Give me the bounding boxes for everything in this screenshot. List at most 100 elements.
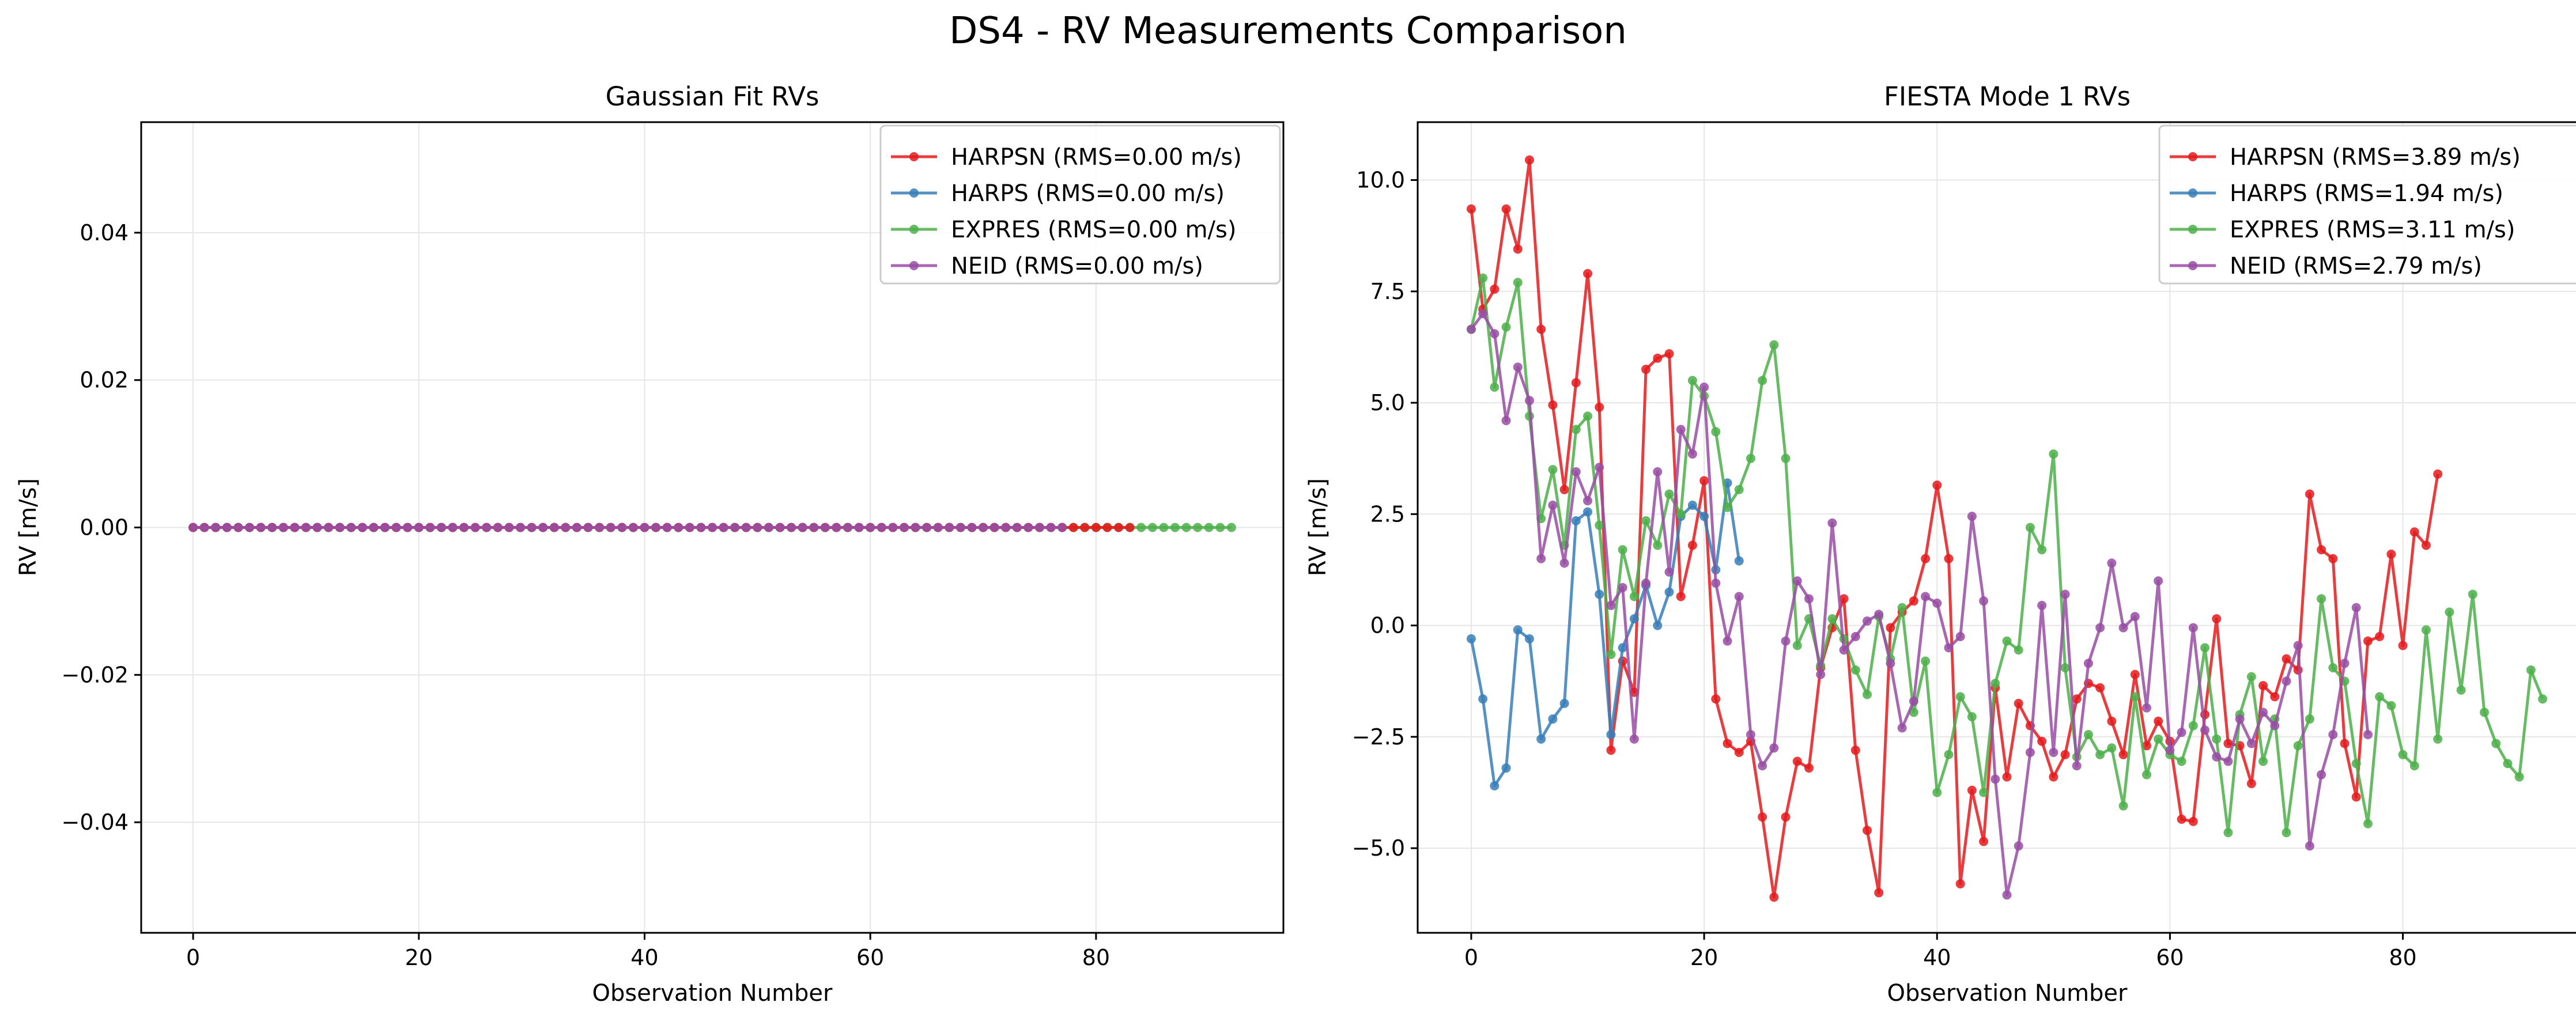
- expres-data-point: [1979, 788, 1989, 797]
- harpsn-data-point: [1559, 485, 1569, 494]
- neid-data-point: [2212, 752, 2222, 762]
- neid-data-point: [2328, 729, 2338, 739]
- expres-data-point: [1897, 603, 1907, 612]
- expres-data-point: [2351, 759, 2361, 769]
- legend: HARPSN (RMS=3.89 m/s) HARPS (RMS=1.94 m/s…: [2158, 124, 2576, 285]
- harpsn-data-point: [2154, 716, 2163, 726]
- neid-data-point: [955, 523, 965, 532]
- expres-data-point: [2480, 708, 2490, 717]
- neid-data-point: [1641, 578, 1651, 588]
- plot-frame: [1417, 121, 2576, 934]
- neid-data-point: [1501, 415, 1511, 425]
- expres-data-point: [2060, 663, 2070, 673]
- panel-title: Gaussian Fit RVs: [606, 81, 819, 112]
- expres-data-point: [1967, 712, 1977, 722]
- neid-data-point: [2165, 746, 2175, 755]
- expres-data-point: [2258, 757, 2268, 766]
- harpsn-data-point: [1967, 785, 1977, 795]
- neid-data-point: [1990, 774, 2000, 784]
- expres-data-point: [2154, 734, 2163, 744]
- expres-data-point: [2386, 701, 2396, 710]
- harps-legend-label: HARPS (RMS=1.94 m/s): [2230, 180, 2503, 207]
- neid-data-point: [1548, 500, 1558, 510]
- neid-data-point: [290, 523, 300, 532]
- legend-box: [879, 124, 1281, 285]
- expres-data-point: [1664, 489, 1674, 499]
- neid-data-point: [719, 523, 728, 532]
- neid-data-point: [606, 523, 615, 532]
- expres-data-point: [1181, 523, 1191, 532]
- neid-data-point: [504, 523, 514, 532]
- expres-data-point: [1781, 453, 1791, 463]
- expres-data-point: [2177, 757, 2186, 766]
- neid-data-point: [583, 523, 593, 532]
- neid-data-point: [1932, 598, 1942, 608]
- harpsn-data-point: [1699, 476, 1709, 486]
- neid-data-point: [1863, 616, 1872, 626]
- neid-data-point: [2095, 623, 2105, 633]
- expres-data-point: [1990, 679, 2000, 689]
- expres-data-point: [2107, 743, 2117, 753]
- neid-data-point: [403, 523, 413, 532]
- harpsn-data-point: [2002, 772, 2012, 782]
- neid-data-point: [617, 523, 627, 532]
- x-axis-label: Observation Number: [592, 980, 833, 1007]
- neid-data-point: [1676, 425, 1686, 434]
- neid-data-point: [674, 523, 683, 532]
- neid-data-point: [798, 523, 807, 532]
- neid-data-point: [888, 523, 898, 532]
- neid-data-point: [1478, 309, 1488, 319]
- expres-data-point: [2037, 545, 2047, 555]
- expres-data-point: [2305, 714, 2314, 724]
- harps-legend-label: HARPS (RMS=0.00 m/s): [951, 180, 1225, 207]
- neid-data-point: [1827, 518, 1837, 528]
- neid-data-point: [312, 523, 322, 532]
- expres-legend-marker: [909, 225, 919, 234]
- y-tick-label: −0.04: [62, 810, 129, 835]
- neid-data-point: [1758, 761, 1767, 771]
- neid-data-point: [1012, 523, 1022, 532]
- harpsn-data-point: [1091, 523, 1101, 532]
- neid-data-point: [2118, 623, 2128, 633]
- expres-data-point: [1595, 520, 1604, 530]
- neid-data-point: [448, 523, 458, 532]
- expres-data-point: [1618, 545, 1627, 555]
- harpsn-data-point: [2363, 636, 2373, 646]
- expres-data-point: [2526, 665, 2536, 675]
- harpsn-data-point: [2177, 814, 2186, 824]
- harpsn-data-point: [1955, 879, 1965, 888]
- neid-data-point: [2130, 612, 2140, 622]
- harps-data-point: [1571, 516, 1581, 525]
- expres-data-point: [1827, 614, 1837, 623]
- panel-gaussian-fit: Gaussian Fit RVs 0 20 40 60 80 0.04 0.02 0.00 −0…: [15, 81, 1285, 1007]
- y-tick-label: 5.0: [1370, 390, 1405, 415]
- neid-data-point: [2305, 841, 2314, 851]
- expres-data-point: [2118, 801, 2128, 811]
- neid-data-point: [527, 523, 537, 532]
- harpsn-data-point: [2421, 540, 2431, 550]
- harpsn-data-point: [2049, 772, 2058, 782]
- expres-data-point: [2095, 750, 2105, 759]
- neid-data-point: [1687, 449, 1697, 459]
- expres-data-point: [2456, 685, 2466, 695]
- neid-data-point: [2177, 728, 2186, 737]
- harpsn-data-point: [1863, 826, 1872, 835]
- neid-data-point: [2072, 761, 2082, 771]
- expres-data-point: [1513, 278, 1523, 288]
- neid-data-point: [2107, 558, 2117, 568]
- expres-data-point: [1571, 425, 1581, 434]
- y-tick-label: −2.5: [1352, 724, 1405, 750]
- neid-data-point: [278, 523, 288, 532]
- expres-data-point: [2503, 759, 2513, 769]
- harpsn-data-point: [2282, 654, 2291, 664]
- neid-data-point: [662, 523, 672, 532]
- harpsn-data-point: [1513, 244, 1523, 254]
- y-tick-label: −0.02: [62, 662, 129, 687]
- harpsn-data-point: [2433, 469, 2443, 479]
- neid-data-point: [188, 523, 198, 532]
- neid-legend-marker: [909, 261, 919, 270]
- legend: HARPSN (RMS=0.00 m/s) HARPS (RMS=0.00 m/s…: [879, 124, 1281, 285]
- harps-data-point: [1536, 734, 1546, 744]
- neid-data-point: [1536, 554, 1546, 563]
- x-tick-label: 0: [186, 945, 200, 970]
